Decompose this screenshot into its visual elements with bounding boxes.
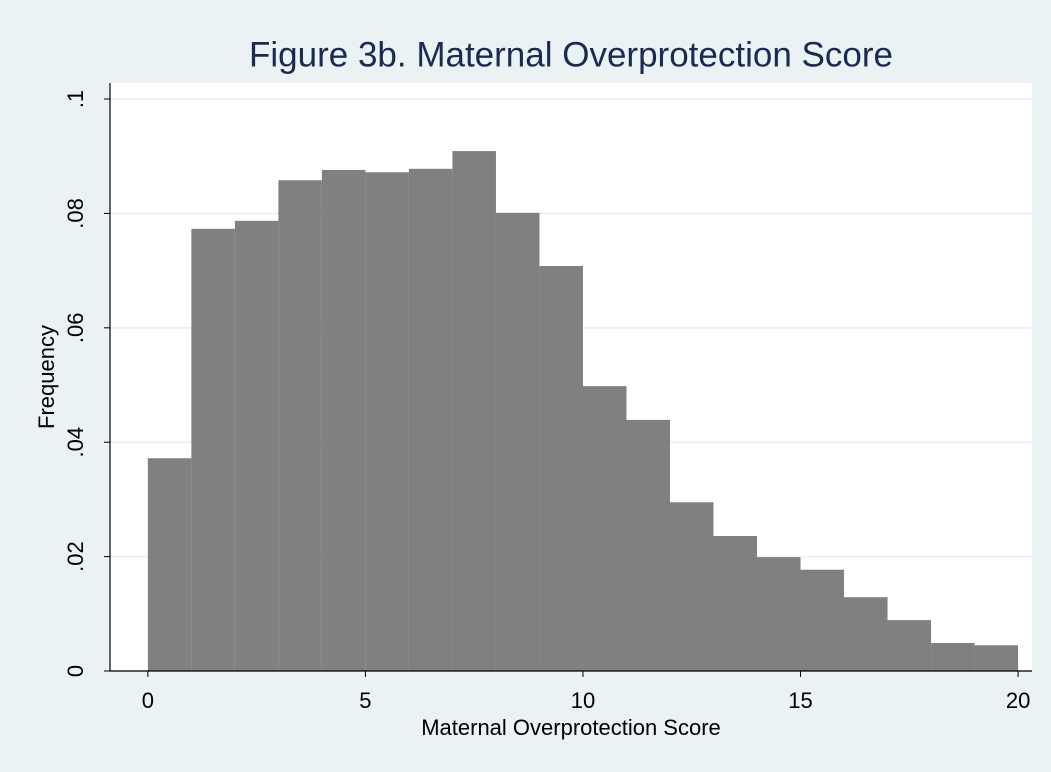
x-tick-label: 0 bbox=[142, 688, 154, 713]
bar bbox=[931, 642, 975, 671]
x-tick-label: 10 bbox=[571, 688, 595, 713]
bar bbox=[452, 151, 496, 671]
y-tick-label: .08 bbox=[63, 198, 88, 229]
x-tick-label: 5 bbox=[359, 688, 371, 713]
y-tick-label: 0 bbox=[63, 665, 88, 677]
y-tick-label: .1 bbox=[63, 90, 88, 108]
bar bbox=[495, 212, 540, 672]
bar bbox=[582, 386, 627, 671]
bar bbox=[365, 172, 409, 672]
bar bbox=[539, 266, 583, 671]
bar bbox=[278, 180, 322, 671]
bar bbox=[974, 645, 1019, 671]
y-axis-title: Frequency bbox=[34, 325, 59, 429]
x-tick-label: 15 bbox=[788, 688, 812, 713]
bar bbox=[234, 220, 279, 671]
y-tick-label: .04 bbox=[63, 427, 88, 458]
bar bbox=[844, 597, 888, 671]
bar bbox=[626, 419, 670, 671]
y-tick-label: .02 bbox=[63, 541, 88, 572]
bar bbox=[713, 536, 758, 671]
bar bbox=[757, 557, 801, 671]
bar bbox=[191, 228, 235, 672]
bar bbox=[887, 620, 932, 671]
bar bbox=[408, 168, 453, 671]
chart-title: Figure 3b. Maternal Overprotection Score bbox=[249, 35, 893, 74]
x-axis-title: Maternal Overprotection Score bbox=[421, 715, 721, 740]
bar bbox=[800, 569, 845, 671]
bar bbox=[321, 169, 366, 671]
y-tick-label: .06 bbox=[63, 313, 88, 344]
x-tick-label: 20 bbox=[1006, 688, 1030, 713]
bar bbox=[147, 458, 192, 671]
bar bbox=[669, 502, 714, 671]
